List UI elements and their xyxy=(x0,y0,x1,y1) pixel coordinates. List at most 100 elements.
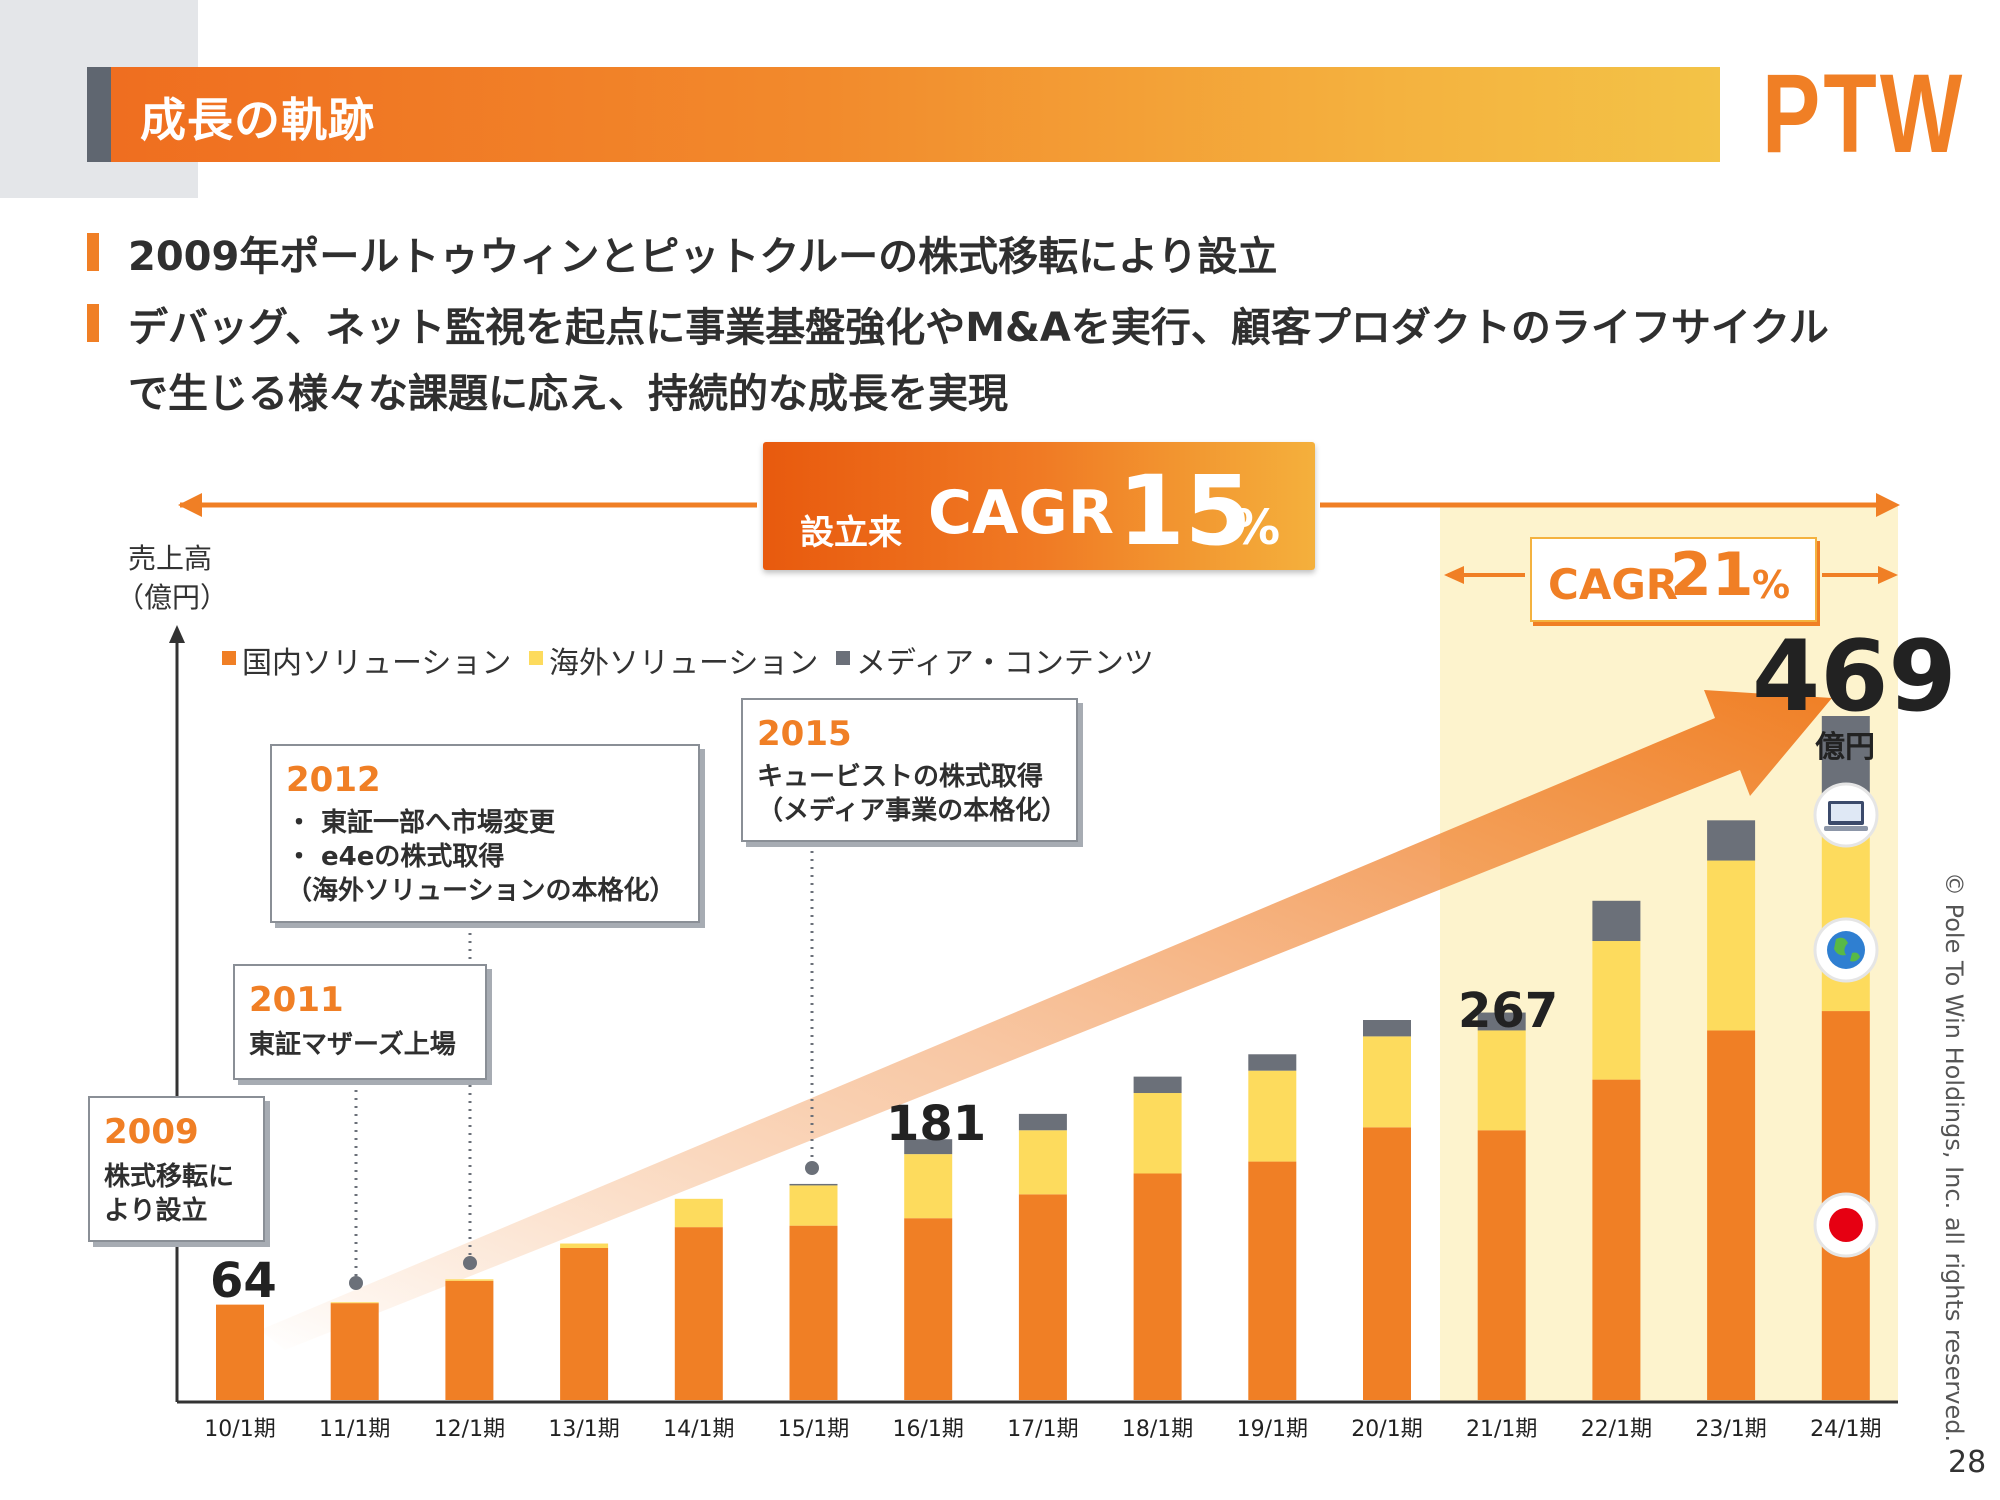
callout-text: キュービストの株式取得 xyxy=(757,762,1044,792)
callout-2012: 2012 ・ 東証一部へ市場変更 ・ e4eの株式取得 （海外ソリューションの本… xyxy=(270,744,700,923)
bar-overseas xyxy=(1248,1070,1297,1162)
growth-arrow xyxy=(260,690,1832,1350)
value-label-21: 267 xyxy=(1458,983,1559,1039)
callout-year: 2012 xyxy=(286,760,381,800)
cagr-main-label: 設立来 xyxy=(800,513,902,553)
x-tick-label: 11/1期 xyxy=(319,1417,390,1442)
bar-domestic xyxy=(1018,1194,1067,1400)
y-axis-unit: （億円） xyxy=(116,581,229,614)
japan-flag-icon xyxy=(1813,1192,1879,1258)
title-bar xyxy=(87,67,1720,162)
callout-year: 2015 xyxy=(757,714,852,754)
callout-text: ・ 東証一部へ市場変更 xyxy=(286,808,556,838)
bar-overseas xyxy=(674,1198,723,1228)
x-tick-label: 20/1期 xyxy=(1351,1417,1422,1442)
bar-domestic xyxy=(216,1304,264,1400)
bar-domestic xyxy=(789,1225,838,1400)
x-tick-labels: 10/1期 11/1期 12/1期 13/1期 14/1期 15/1期 16/1期 17/1期… xyxy=(204,1417,1881,1442)
bar-overseas xyxy=(1018,1130,1067,1195)
x-tick-label: 10/1期 xyxy=(204,1417,275,1442)
legend-domestic: 国内ソリューション xyxy=(242,646,512,681)
callout-year: 2009 xyxy=(104,1112,199,1152)
bar-domestic xyxy=(904,1218,953,1400)
cagr-main-range-arrow xyxy=(178,493,1900,517)
bar-overseas xyxy=(789,1185,838,1226)
callout-text: 東証マザーズ上場 xyxy=(249,1030,456,1060)
x-tick-label: 18/1期 xyxy=(1122,1417,1193,1442)
globe-icon xyxy=(1813,917,1879,983)
bar-domestic xyxy=(1248,1161,1297,1400)
value-label-10: 64 xyxy=(210,1253,277,1309)
bullet-text-2-line1: デバッグ、ネット監視を起点に事業基盤強化やM&Aを実行、顧客プロダクトのライフサ… xyxy=(128,305,1829,351)
value-label-24: 469 xyxy=(1752,620,1957,734)
callout-2011: 2011 東証マザーズ上場 xyxy=(233,964,487,1080)
legend-swatch-overseas xyxy=(529,651,543,665)
callout-text: （メディア事業の本格化） xyxy=(757,796,1068,826)
cagr-sub-text: CAGR xyxy=(1548,560,1679,609)
cagr-main-unit: % xyxy=(1232,500,1281,556)
y-axis-label: 売上高 xyxy=(128,542,213,575)
bar-media xyxy=(904,1139,953,1155)
bar-domestic xyxy=(445,1280,494,1400)
legend-swatch-media xyxy=(836,651,850,665)
x-tick-label: 24/1期 xyxy=(1810,1417,1881,1442)
bar-domestic xyxy=(1707,1030,1756,1400)
y-axis-arrowhead xyxy=(169,625,185,643)
bar-media xyxy=(789,1183,838,1186)
bar-overseas xyxy=(904,1154,953,1219)
cagr-sub-value: 21 xyxy=(1670,540,1754,610)
bar-domestic xyxy=(1133,1173,1182,1400)
x-tick-label: 12/1期 xyxy=(434,1417,505,1442)
bar-media xyxy=(1592,900,1641,942)
leader-dot-2012 xyxy=(463,1256,477,1270)
bar-domestic xyxy=(560,1248,609,1400)
bar-media xyxy=(1018,1113,1067,1131)
leader-dot-2011 xyxy=(349,1276,363,1290)
bar-overseas xyxy=(445,1279,494,1281)
bar-overseas xyxy=(1133,1093,1182,1174)
value-label-16: 181 xyxy=(886,1096,987,1152)
callout-text: （海外ソリューションの本格化） xyxy=(286,876,676,906)
callout-text: ・ e4eの株式取得 xyxy=(286,842,505,872)
bar-media xyxy=(1477,1012,1526,1031)
x-tick-label: 21/1期 xyxy=(1466,1417,1537,1442)
cagr-main-value: 15 xyxy=(1118,455,1252,567)
title-bar-accent xyxy=(87,67,111,162)
x-tick-label: 13/1期 xyxy=(548,1417,619,1442)
legend-overseas: 海外ソリューション xyxy=(549,646,819,681)
legend-media: メディア・コンテンツ xyxy=(856,646,1154,681)
callout-text: 株式移転に xyxy=(104,1162,235,1192)
cagr-sub-range-arrow xyxy=(1444,566,1898,584)
callout-year: 2011 xyxy=(249,980,344,1020)
cagr-main-box xyxy=(763,442,1315,570)
bar-overseas xyxy=(1363,1036,1411,1128)
bar-overseas xyxy=(1707,860,1756,1031)
bar-overseas xyxy=(560,1243,609,1248)
bar-media xyxy=(1133,1076,1182,1094)
cagr-sub-box xyxy=(1530,537,1817,622)
bar-domestic xyxy=(1592,1079,1641,1400)
callout-2009: 2009 株式移転に より設立 xyxy=(88,1096,265,1242)
x-tick-label: 22/1期 xyxy=(1581,1417,1652,1442)
x-tick-label: 15/1期 xyxy=(778,1417,849,1442)
bar-media xyxy=(1707,820,1756,861)
bar-overseas xyxy=(1592,941,1641,1080)
bar-domestic xyxy=(330,1303,379,1400)
cagr-sub-unit: % xyxy=(1752,563,1791,607)
bullet-marker xyxy=(87,304,99,342)
x-tick-label: 16/1期 xyxy=(892,1417,963,1442)
ptw-logo: PTW xyxy=(1762,51,1966,176)
page-title: 成長の軌跡 xyxy=(140,93,375,147)
leader-dot-2015 xyxy=(805,1161,819,1175)
page-number: 28 xyxy=(1948,1445,1987,1480)
bar-domestic xyxy=(1363,1127,1411,1400)
bar-domestic xyxy=(674,1227,723,1400)
bullet-text-1: 2009年ポールトゥウィンとピットクルーの株式移転により設立 xyxy=(128,234,1278,280)
bar-overseas xyxy=(330,1302,379,1304)
bar-media xyxy=(1248,1054,1297,1071)
x-tick-label: 23/1期 xyxy=(1695,1417,1766,1442)
callout-2015: 2015 キュービストの株式取得 （メディア事業の本格化） xyxy=(741,698,1078,842)
bar-domestic xyxy=(1477,1130,1526,1400)
x-tick-label: 14/1期 xyxy=(663,1417,734,1442)
